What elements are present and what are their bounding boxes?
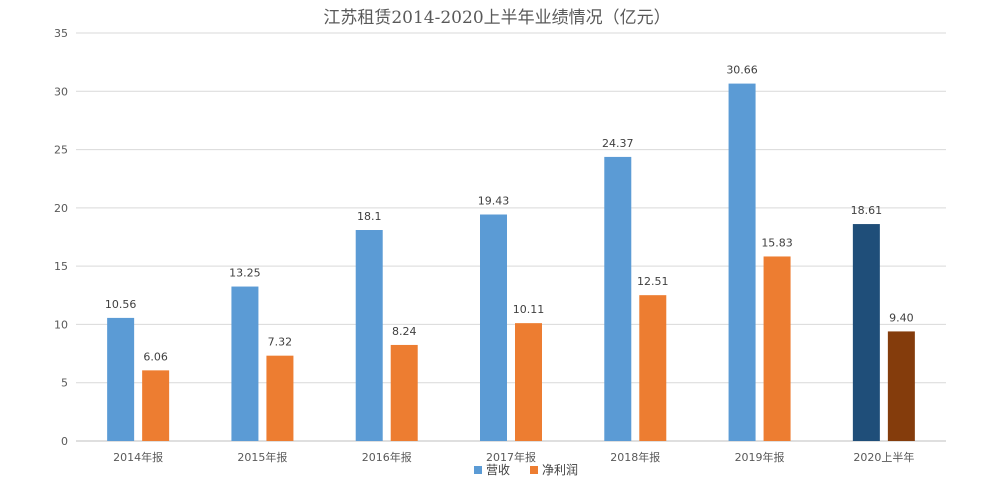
bars	[107, 83, 915, 441]
bar-net-profit	[515, 323, 542, 441]
bar-revenue	[107, 317, 135, 441]
data-label: 30.66	[726, 64, 758, 77]
x-tick-label: 2020上半年	[853, 450, 914, 464]
y-tick-label: 5	[61, 377, 68, 390]
data-label: 8.24	[392, 325, 417, 338]
data-label: 9.40	[889, 311, 914, 324]
x-axis-ticks: 2014年报 2015年报 2016年报 2017年报 2018年报 2019年报 2020…	[113, 450, 914, 464]
bar-net-profit	[639, 295, 667, 441]
legend-swatch	[530, 466, 538, 474]
data-label: 7.32	[268, 336, 293, 349]
y-tick-label: 15	[54, 260, 68, 273]
data-label: 13.25	[229, 267, 261, 280]
y-tick-label: 30	[54, 85, 68, 98]
data-label: 10.11	[513, 303, 545, 316]
bar-revenue	[480, 214, 507, 441]
bar-net-profit	[266, 355, 294, 441]
y-tick-label: 25	[54, 144, 68, 157]
y-tick-label: 0	[61, 435, 68, 448]
data-label: 18.61	[851, 204, 883, 217]
data-label: 24.37	[602, 137, 634, 150]
data-labels: 10.56 6.06 13.25 7.32 18.1 8.24 19.43 10.11 24.3…	[105, 64, 914, 364]
y-axis-ticks: 0 5 10 15 20 25 30 35	[54, 27, 68, 448]
bar-net-profit	[763, 256, 791, 441]
bar-net-profit	[390, 344, 418, 441]
y-tick-label: 35	[54, 27, 68, 40]
bar-revenue	[231, 286, 259, 441]
bar-revenue	[852, 224, 880, 441]
gridlines	[76, 32, 946, 442]
bar-net-profit	[142, 370, 170, 441]
bar-revenue	[728, 83, 756, 441]
bar-revenue	[604, 156, 632, 441]
legend-swatch	[474, 466, 482, 474]
x-tick-label: 2017年报	[486, 450, 536, 464]
data-label: 18.1	[357, 210, 382, 223]
data-label: 19.43	[478, 195, 510, 208]
bar-revenue	[355, 230, 383, 441]
chart-title: 江苏租赁2014-2020上半年业绩情况（亿元）	[323, 8, 670, 28]
x-tick-label: 2016年报	[362, 450, 412, 464]
legend-label: 营收	[486, 463, 510, 477]
x-tick-label: 2014年报	[113, 450, 163, 464]
data-label: 15.83	[761, 236, 793, 249]
x-tick-label: 2018年报	[610, 450, 660, 464]
data-label: 10.56	[105, 298, 137, 311]
y-tick-label: 10	[54, 318, 68, 331]
legend: 营收 净利润	[474, 463, 578, 477]
legend-label: 净利润	[542, 463, 578, 477]
x-tick-label: 2019年报	[735, 450, 785, 464]
data-label: 12.51	[637, 275, 669, 288]
data-label: 6.06	[143, 350, 168, 363]
bar-net-profit	[887, 331, 915, 441]
y-tick-label: 20	[54, 202, 68, 215]
x-tick-label: 2015年报	[237, 450, 287, 464]
